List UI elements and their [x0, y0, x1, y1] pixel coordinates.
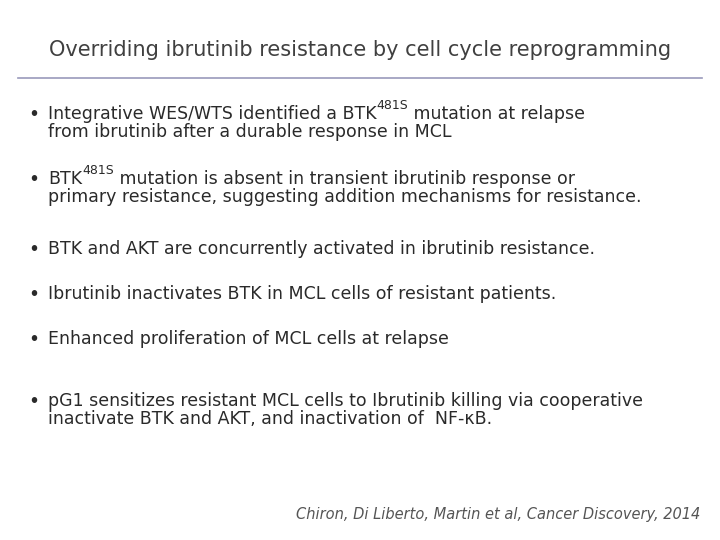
- Text: Integrative WES/WTS identified a BTK: Integrative WES/WTS identified a BTK: [48, 105, 377, 123]
- Text: •: •: [28, 105, 39, 124]
- Text: Ibrutinib inactivates BTK in MCL cells of resistant patients.: Ibrutinib inactivates BTK in MCL cells o…: [48, 285, 557, 303]
- Text: 481S: 481S: [377, 99, 408, 112]
- Text: BTK and AKT are concurrently activated in ibrutinib resistance.: BTK and AKT are concurrently activated i…: [48, 240, 595, 258]
- Text: •: •: [28, 392, 39, 411]
- Text: BTK: BTK: [48, 170, 82, 188]
- Text: pG1 sensitizes resistant MCL cells to Ibrutinib killing via cooperative: pG1 sensitizes resistant MCL cells to Ib…: [48, 392, 643, 410]
- Text: inactivate BTK and AKT, and inactivation of  NF-κB.: inactivate BTK and AKT, and inactivation…: [48, 410, 492, 428]
- Text: mutation at relapse: mutation at relapse: [408, 105, 585, 123]
- Text: Enhanced proliferation of MCL cells at relapse: Enhanced proliferation of MCL cells at r…: [48, 330, 449, 348]
- Text: •: •: [28, 285, 39, 304]
- Text: primary resistance, suggesting addition mechanisms for resistance.: primary resistance, suggesting addition …: [48, 188, 642, 206]
- Text: •: •: [28, 330, 39, 349]
- Text: 481S: 481S: [82, 164, 114, 177]
- Text: mutation is absent in transient ibrutinib response or: mutation is absent in transient ibrutini…: [114, 170, 575, 188]
- Text: Overriding ibrutinib resistance by cell cycle reprogramming: Overriding ibrutinib resistance by cell …: [49, 40, 671, 60]
- Text: •: •: [28, 170, 39, 189]
- Text: •: •: [28, 240, 39, 259]
- Text: from ibrutinib after a durable response in MCL: from ibrutinib after a durable response …: [48, 123, 451, 141]
- Text: Chiron, Di Liberto, Martin et al, Cancer Discovery, 2014: Chiron, Di Liberto, Martin et al, Cancer…: [296, 507, 700, 522]
